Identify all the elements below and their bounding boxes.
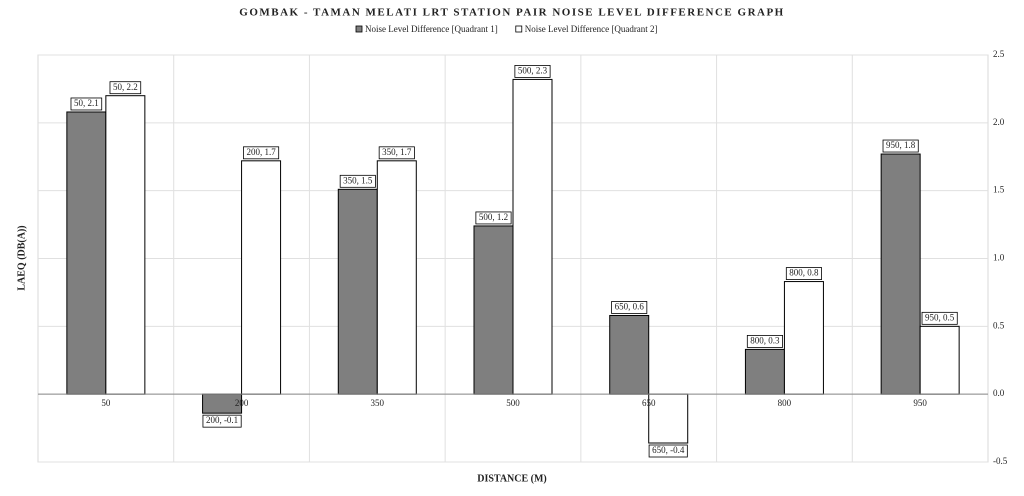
bar	[473, 225, 514, 395]
y-tick-label: 0.5	[993, 320, 1005, 330]
data-label: 800, 0.3	[750, 335, 780, 345]
data-label: 650, -0.4	[652, 445, 685, 455]
data-label: 350, 1.7	[382, 147, 412, 157]
bar	[337, 188, 378, 395]
x-tick-label: 500	[506, 398, 520, 408]
data-label-box	[70, 97, 103, 111]
data-label: 950, 0.5	[925, 312, 955, 322]
data-label-box	[339, 174, 376, 188]
bar	[648, 393, 689, 444]
data-label-box	[882, 139, 919, 153]
y-tick-label: -0.5	[993, 456, 1008, 466]
data-label: 350, 1.5	[343, 175, 373, 185]
legend-swatch	[515, 25, 523, 33]
bar	[241, 160, 282, 395]
data-label-box	[785, 267, 822, 280]
y-tick-label: 2.5	[993, 49, 1005, 59]
x-tick-label: 800	[778, 398, 792, 408]
data-label-box	[475, 211, 512, 225]
data-label-box	[611, 301, 648, 314]
data-label: 200, -0.1	[206, 415, 238, 425]
bar	[376, 160, 417, 395]
y-tick-label: 2.0	[993, 117, 1005, 127]
y-tick-label: 0.0	[993, 388, 1005, 398]
data-label: 500, 2.3	[518, 65, 548, 75]
y-tick-label: 1.5	[993, 185, 1005, 195]
data-label: 650, 0.6	[615, 302, 645, 312]
data-label: 800, 0.8	[789, 268, 819, 278]
data-label-box	[921, 311, 958, 325]
data-label-box	[202, 414, 242, 428]
bar	[66, 111, 107, 395]
x-axis-title: DISTANCE (M)	[477, 473, 547, 484]
data-label: 50, 2.2	[113, 82, 138, 92]
data-label: 950, 1.8	[886, 140, 916, 150]
legend-label: Noise Level Difference [Quadrant 2]	[525, 24, 658, 34]
chart-title: GOMBAK - TAMAN MELATI LRT STATION PAIR N…	[239, 7, 784, 19]
data-label-box	[109, 81, 142, 95]
data-label: 500, 1.2	[479, 212, 508, 222]
data-label: 200, 1.7	[246, 147, 276, 157]
data-label-box	[648, 444, 688, 458]
bar	[512, 78, 553, 395]
data-label: 50, 2.1	[74, 98, 99, 108]
bar	[919, 325, 960, 395]
x-tick-label: 350	[371, 398, 385, 408]
data-label-box	[243, 146, 280, 160]
data-label-box	[746, 334, 783, 348]
bar	[609, 314, 650, 395]
x-tick-label: 50	[101, 398, 111, 408]
y-axis-title: LAEQ (DB(A))	[16, 225, 27, 290]
legend-swatch	[355, 25, 363, 33]
bar	[880, 153, 921, 395]
data-label-box	[514, 65, 551, 78]
legend-label: Noise Level Difference [Quadrant 1]	[365, 24, 498, 34]
bar	[744, 348, 785, 395]
y-tick-label: 1.0	[993, 253, 1005, 263]
x-tick-label: 950	[913, 398, 927, 408]
x-tick-label: 200	[235, 398, 249, 408]
bar	[105, 95, 146, 395]
data-label-box	[378, 146, 415, 160]
bar	[783, 281, 824, 395]
x-tick-label: 650	[642, 398, 656, 408]
